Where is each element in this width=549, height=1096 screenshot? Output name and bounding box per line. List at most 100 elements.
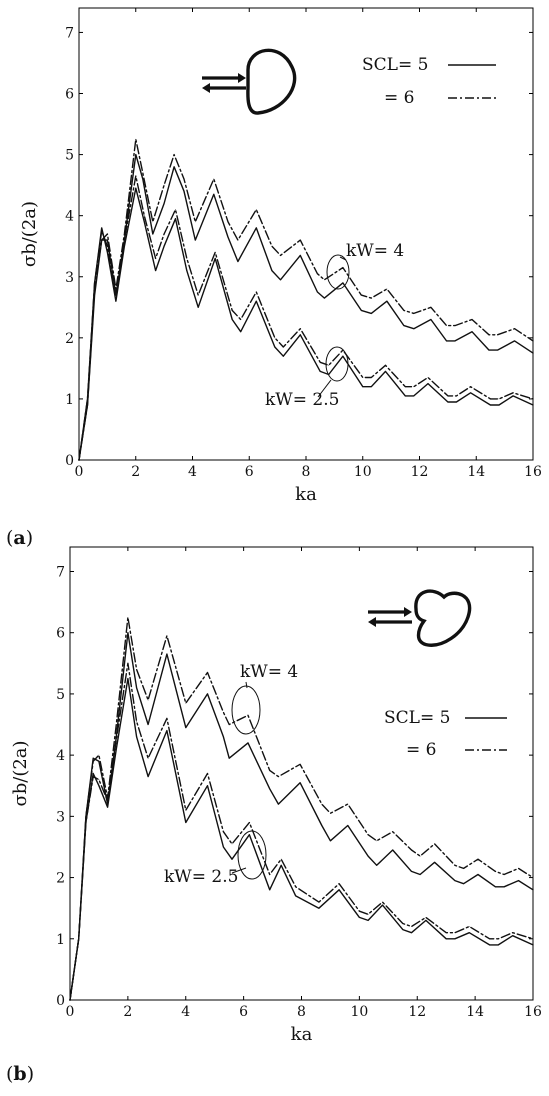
data-point <box>269 874 271 875</box>
data-point <box>136 669 138 670</box>
data-point <box>321 803 323 805</box>
panel-label-a: (a) <box>6 527 34 549</box>
data-point <box>532 889 534 891</box>
data-point <box>152 221 154 223</box>
data-point <box>136 687 138 689</box>
data-point <box>425 920 427 921</box>
x-tick-label: 4 <box>181 1004 190 1020</box>
data-point <box>115 739 117 741</box>
data-point <box>427 377 429 378</box>
data-point <box>360 294 362 296</box>
data-point <box>282 355 284 357</box>
data-point <box>330 812 331 814</box>
data-point <box>471 331 473 333</box>
annotation-label: kW= 2.5 <box>265 390 339 410</box>
data-point <box>359 917 360 918</box>
data-point <box>92 757 94 759</box>
data-point <box>532 398 534 400</box>
data-point <box>299 782 301 784</box>
data-point <box>207 693 208 695</box>
data-point <box>227 236 229 238</box>
data-point <box>299 334 301 336</box>
data-point <box>463 868 464 869</box>
data-point <box>227 221 229 223</box>
y-tick-label: 5 <box>56 687 65 703</box>
arrowhead-right-icon <box>238 73 246 83</box>
x-tick-label: 0 <box>75 464 84 480</box>
panel-label-a-text: a <box>13 527 26 549</box>
data-point <box>127 662 129 664</box>
data-point <box>92 760 94 762</box>
x-tick-label: 14 <box>466 1004 484 1020</box>
data-point <box>518 868 519 869</box>
data-point <box>147 776 149 777</box>
data-point <box>419 855 421 857</box>
data-point <box>207 785 208 787</box>
data-point <box>532 877 534 878</box>
data-point <box>518 880 519 881</box>
y-axis-label: σb/(2a) <box>10 740 31 806</box>
data-point <box>385 371 386 372</box>
data-point <box>163 233 165 235</box>
data-point <box>512 932 514 934</box>
x-tick-label: 6 <box>239 1004 248 1020</box>
data-point <box>419 874 421 875</box>
data-point <box>115 748 117 750</box>
data-point <box>430 306 432 308</box>
data-point <box>471 319 473 320</box>
data-point <box>228 757 230 759</box>
data-point <box>347 803 349 805</box>
data-point <box>488 349 490 351</box>
data-point <box>445 938 447 940</box>
series-line-1 <box>69 616 534 1001</box>
data-point <box>402 923 404 924</box>
annotation-leader <box>317 379 332 398</box>
data-point <box>124 233 125 235</box>
data-point <box>495 871 496 872</box>
data-point <box>269 788 271 790</box>
annotation-ellipse <box>326 254 350 290</box>
arrowhead-left-icon <box>368 617 376 627</box>
data-point <box>175 209 176 211</box>
data-point <box>142 178 144 180</box>
data-point <box>318 901 320 903</box>
data-point <box>213 193 215 195</box>
data-point <box>370 313 372 314</box>
data-point <box>155 270 157 271</box>
x-tick-label: 6 <box>245 464 254 480</box>
data-point <box>85 822 87 823</box>
data-point <box>147 724 149 725</box>
data-point <box>228 724 230 725</box>
series-line-0 <box>69 632 534 1001</box>
data-point <box>495 886 496 888</box>
data-point <box>274 337 276 339</box>
data-point <box>532 404 534 406</box>
data-point <box>115 724 117 725</box>
x-tick-label: 8 <box>297 1004 306 1020</box>
data-point <box>382 901 383 903</box>
data-point <box>124 239 125 241</box>
y-tick-label: 2 <box>65 331 74 347</box>
scatterer-outline <box>246 48 297 115</box>
data-point <box>456 401 457 403</box>
data-point <box>367 913 369 915</box>
data-point <box>136 721 138 722</box>
data-point <box>503 886 505 888</box>
data-point <box>271 270 273 271</box>
data-point <box>127 632 129 634</box>
scatterer-shape-icon <box>368 589 472 647</box>
data-point <box>324 279 325 281</box>
data-point <box>278 776 279 777</box>
arrowhead-right-icon <box>404 607 412 617</box>
data-point <box>503 874 505 875</box>
data-point <box>249 834 250 836</box>
data-point <box>269 889 271 891</box>
data-point <box>92 776 94 777</box>
data-point <box>115 294 117 296</box>
x-tick-label: 12 <box>411 464 429 480</box>
data-point <box>532 944 534 946</box>
data-point <box>142 172 144 174</box>
data-point <box>237 261 239 262</box>
data-point <box>330 840 331 842</box>
